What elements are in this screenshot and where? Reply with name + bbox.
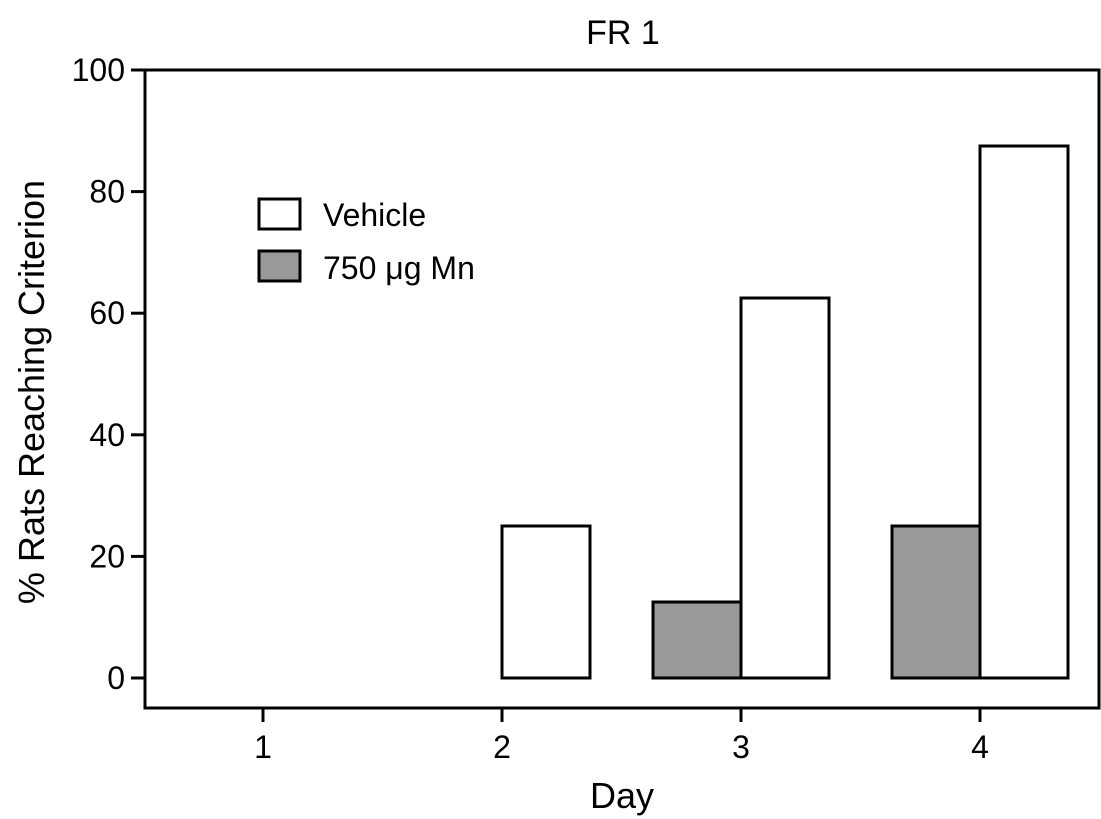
bar-vehicle-day-3 [739,296,831,680]
y-tick-label: 40 [89,417,125,453]
y-tick-label: 100 [72,52,125,88]
y-axis-ticks: 0 20 40 60 80 100 [72,52,145,696]
y-tick-label: 0 [107,660,125,696]
bar-mn-day-4 [890,524,982,680]
bar-vehicle-day-2 [500,524,592,680]
legend-label-mn: 750 μg Mn [323,250,475,286]
x-tick-label: 2 [493,729,511,765]
legend-swatch-vehicle [257,197,302,231]
legend-label-vehicle: Vehicle [323,197,426,233]
x-tick-label: 3 [732,729,750,765]
legend-swatch-mn [257,249,302,283]
x-tick-label: 4 [971,729,989,765]
y-tick-label: 20 [89,538,125,574]
bar-mn-day-3 [651,600,743,680]
y-tick-label: 60 [89,295,125,331]
y-axis-label: % Rats Reaching Criterion [11,180,52,604]
y-tick-label: 80 [89,174,125,210]
bar-vehicle-day-4 [978,144,1070,680]
x-axis-ticks: 1 2 3 4 [254,708,989,765]
chart-title: FR 1 [586,14,660,52]
x-tick-label: 1 [254,729,272,765]
bars-group [500,144,1070,680]
x-axis-label: Day [590,775,654,816]
plot-frame [143,68,1101,710]
legend: Vehicle 750 μg Mn [257,197,475,286]
